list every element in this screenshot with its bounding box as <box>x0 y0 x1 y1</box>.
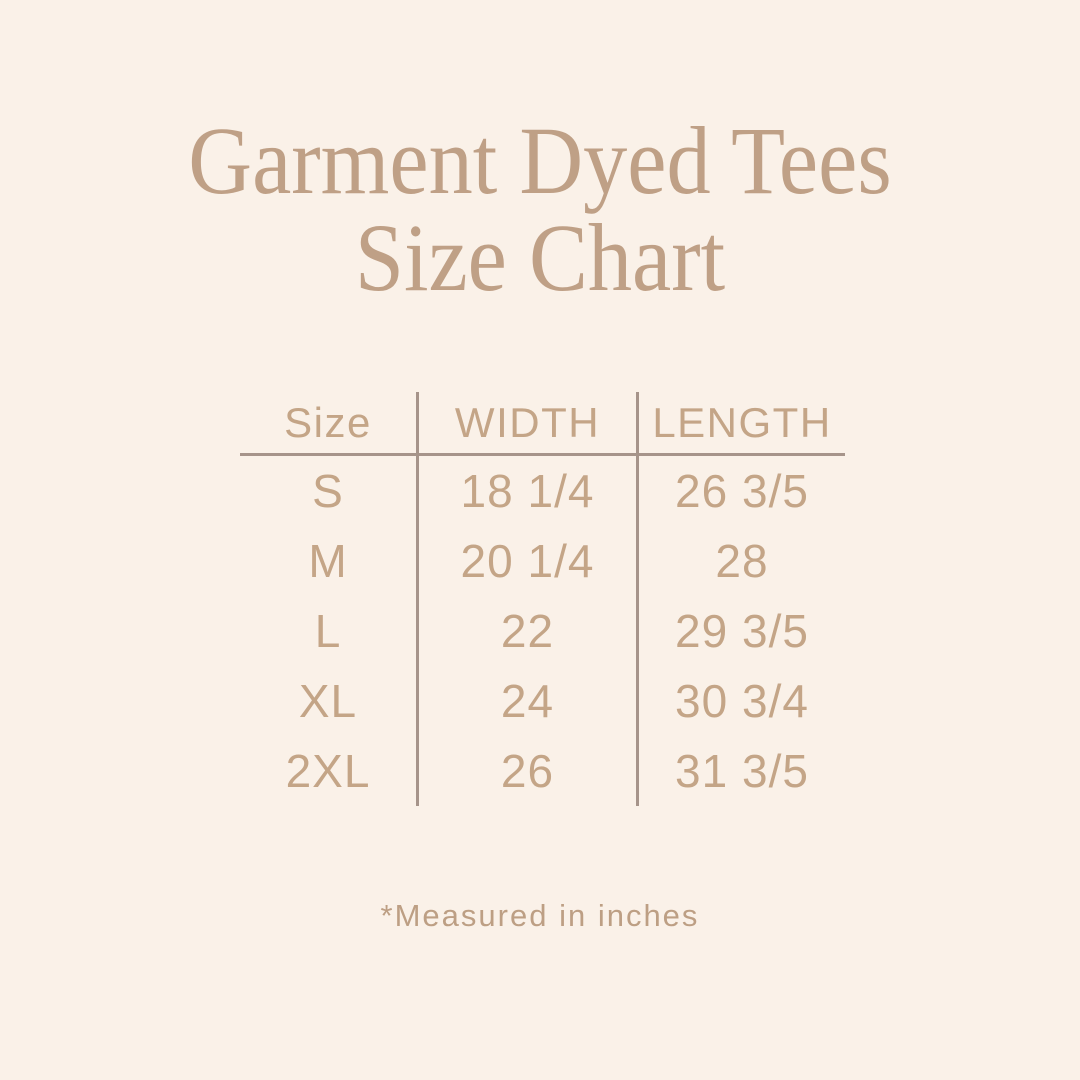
measurement-note: *Measured in inches <box>380 898 700 933</box>
table-row-m-length: 28 <box>715 535 769 587</box>
table-row-l-width: 22 <box>416 596 639 666</box>
table-row-m-width: 20 1/4 <box>416 526 639 596</box>
column-header-width: WIDTH <box>416 392 639 456</box>
table-row-s-length: 26 3/5 <box>675 465 809 517</box>
table-row-s-size: S <box>312 465 344 517</box>
page-title-line1: Garment Dyed Tees <box>188 107 892 214</box>
table-row-l-size: L <box>314 605 342 657</box>
table-row-2xl-width: 26 <box>416 736 639 806</box>
table-row-2xl-size: 2XL <box>285 745 371 797</box>
table-row-s-width: 18 1/4 <box>416 456 639 526</box>
table-row-xl-width: 24 <box>416 666 639 736</box>
table-row-xl-length: 30 3/4 <box>675 675 809 727</box>
column-header-size: Size <box>240 392 416 456</box>
page-title-line2: Size Chart <box>354 204 726 311</box>
table-row-2xl-length: 31 3/5 <box>675 745 809 797</box>
size-table: Size WIDTH LENGTH S 18 1/4 26 3/5 M 20 1… <box>240 392 845 806</box>
page-title: Garment Dyed Tees Size Chart <box>43 112 1037 306</box>
column-header-length: LENGTH <box>639 392 845 456</box>
table-row-l-length: 29 3/5 <box>675 605 809 657</box>
table-row-xl-size: XL <box>298 675 358 727</box>
table-row-m-size: M <box>308 535 348 587</box>
